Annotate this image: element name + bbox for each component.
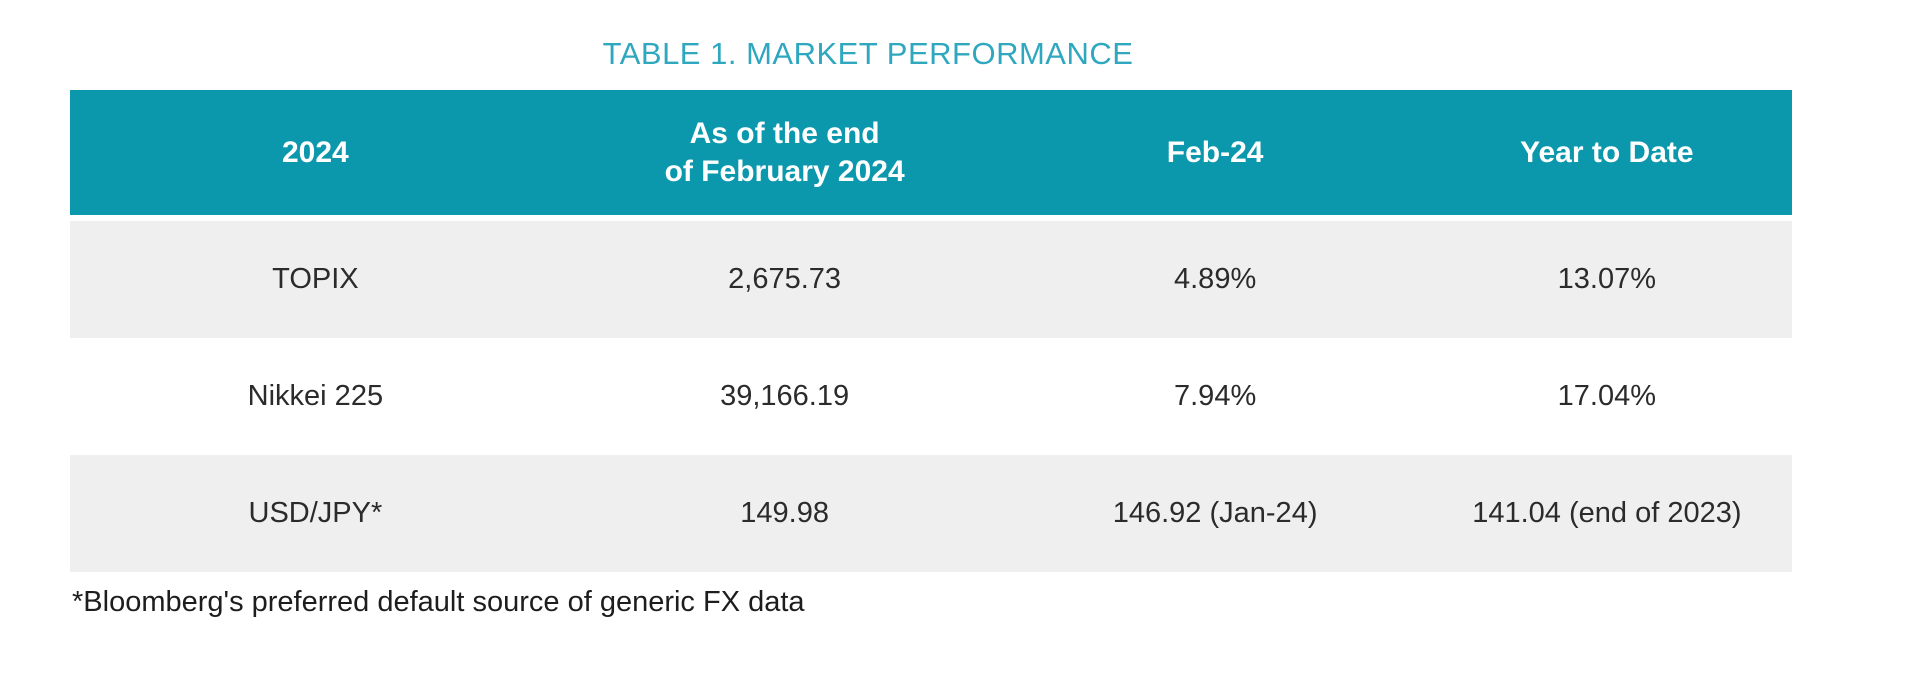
cell-nikkei-level: 39,166.19 [720, 380, 850, 412]
cell-usdjpy-end-2023-level: 141.04 (end of 2023) [1472, 497, 1742, 529]
table-row-topix: TOPIX 2,675.73 4.89% 13.07% [70, 221, 1792, 338]
cell-topix-ytd-return: 13.07% [1557, 263, 1657, 295]
table-title: TABLE 1. MARKET PERFORMANCE [602, 36, 1134, 71]
header-cell-feb-24: Feb-24 [1166, 135, 1264, 169]
table-header-row: 2024 As of the end of February 2024 Feb-… [70, 90, 1792, 215]
header-cell-year-to-date: Year to Date [1520, 135, 1694, 169]
table-row-nikkei-225: Nikkei 225 39,166.19 7.94% 17.04% [70, 338, 1792, 455]
header-cell-end-of-february: As of the end of February 2024 [664, 116, 905, 188]
cell-nikkei-ytd-return: 17.04% [1557, 380, 1657, 412]
cell-topix-label: TOPIX [272, 263, 359, 295]
cell-nikkei-label: Nikkei 225 [247, 380, 384, 412]
cell-topix-level: 2,675.73 [728, 263, 842, 295]
cell-nikkei-feb-return: 7.94% [1174, 380, 1257, 412]
cell-usdjpy-label: USD/JPY* [248, 497, 383, 529]
cell-topix-feb-return: 4.89% [1174, 263, 1257, 295]
header-cell-year: 2024 [282, 135, 349, 169]
cell-usdjpy-level: 149.98 [740, 497, 829, 529]
market-performance-table: 2024 As of the end of February 2024 Feb-… [70, 90, 1792, 572]
cell-usdjpy-jan-level: 146.92 (Jan-24) [1112, 497, 1318, 529]
table-row-usd-jpy: USD/JPY* 149.98 146.92 (Jan-24) 141.04 (… [70, 455, 1792, 572]
bloomberg-footnote: *Bloomberg's preferred default source of… [72, 586, 805, 618]
